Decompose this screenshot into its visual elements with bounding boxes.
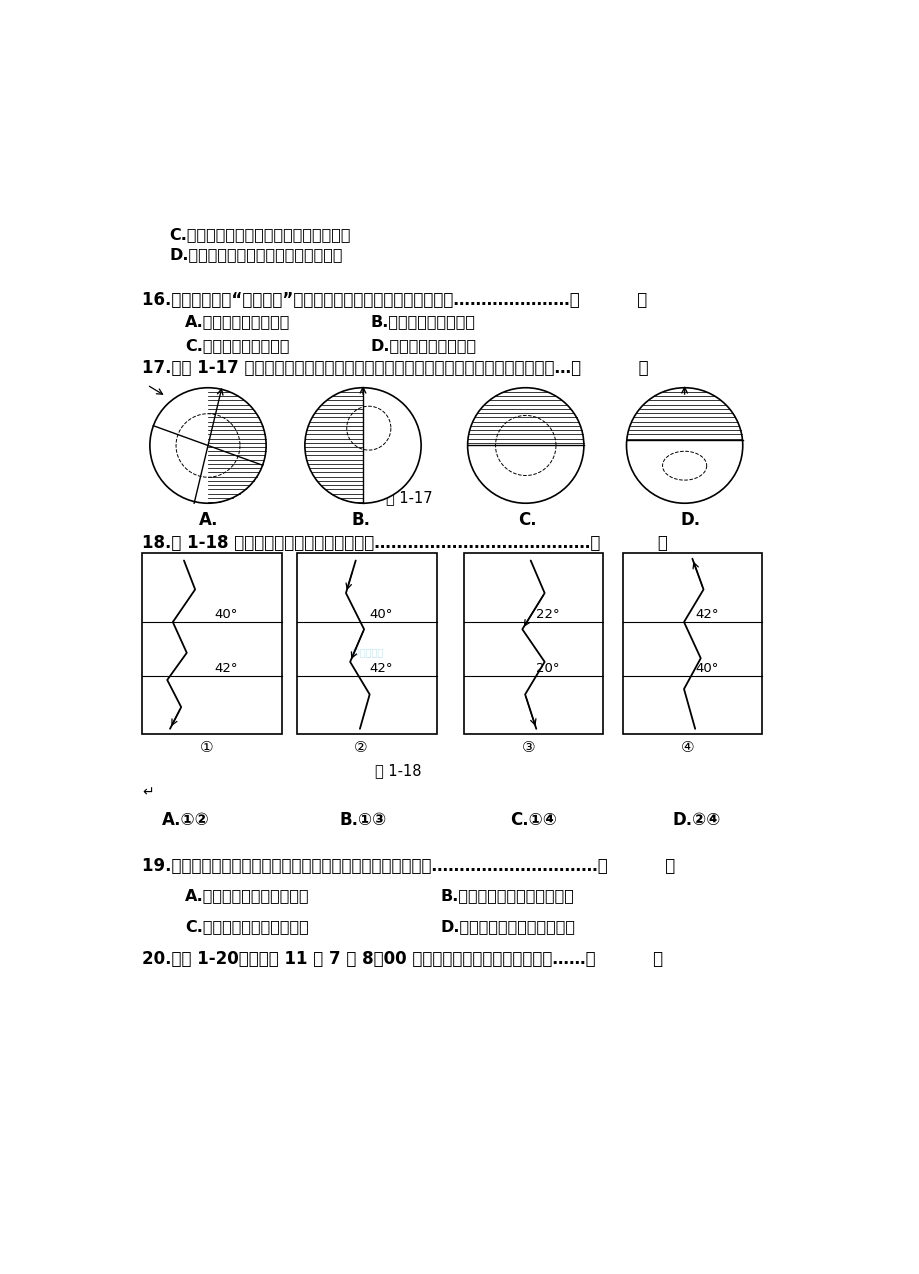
Text: C.①④: C.①④ [510,812,557,829]
Text: 42°: 42° [214,661,238,675]
Text: A.全球各地的气温持续上升: A.全球各地的气温持续上升 [185,888,309,903]
Text: 42°: 42° [695,608,718,620]
Text: C.全球各地的河湖水位上升: C.全球各地的河湖水位上升 [185,919,308,934]
Text: 42°: 42° [369,661,392,675]
Bar [297,553,437,734]
Text: 18.图 1-18 中四条河流中可能发生凌汛的是…………………………………（          ）: 18.图 1-18 中四条河流中可能发生凌汛的是…………………………………（ ） [142,534,667,552]
Text: 17.读图 1-17 光照图（阴影处为黑夜），说出四幅图中，正确表示北半球夏至日的是…（          ）: 17.读图 1-17 光照图（阴影处为黑夜），说出四幅图中，正确表示北半球夏至日… [142,359,648,377]
Text: ↵: ↵ [142,786,153,800]
Text: 22°: 22° [536,608,560,620]
Text: ②: ② [353,740,367,754]
Text: D.我国西部山地冰雪总量减少: D.我国西部山地冰雪总量减少 [440,919,575,934]
Text: A.扩大耕地的后备资源: A.扩大耕地的后备资源 [185,315,289,330]
Bar [622,553,761,734]
Text: ④: ④ [680,740,694,754]
Text: ①: ① [200,740,213,754]
Text: ③: ③ [521,740,535,754]
Text: D.②④: D.②④ [673,812,720,829]
Bar [142,553,281,734]
Circle shape [467,387,584,503]
Text: D.位于亚欧板块与非洲板块的消亡边界: D.位于亚欧板块与非洲板块的消亡边界 [169,247,343,262]
Text: D.扩建城区的理想用地: D.扩建城区的理想用地 [370,338,476,353]
Text: 40°: 40° [695,661,718,675]
Text: B.当地径流的调节系统: B.当地径流的调节系统 [370,315,475,330]
Text: D.: D. [680,511,700,529]
Circle shape [304,387,421,503]
Text: ©正确教育: ©正确教育 [350,647,383,657]
Text: 19.下列关于全球气候变暖及其影响的叙述，符合实际情况的是…………………………（          ）: 19.下列关于全球气候变暖及其影响的叙述，符合实际情况的是…………………………（… [142,857,675,875]
Circle shape [150,387,266,503]
Text: C.: C. [517,511,536,529]
Text: C.位于印度洋板块与亚欧板块的生长边界: C.位于印度洋板块与亚欧板块的生长边界 [169,228,350,242]
Text: B.: B. [351,511,370,529]
Text: 16.湿地，被称为“地球之肾”。下列关于湿地功能和用途正确的是…………………（          ）: 16.湿地，被称为“地球之肾”。下列关于湿地功能和用途正确的是…………………（ … [142,292,647,310]
Text: A.: A. [199,511,218,529]
Bar [463,553,603,734]
Text: B.我国各地的降水量普遍增多: B.我国各地的降水量普遍增多 [440,888,573,903]
Text: 20°: 20° [536,661,559,675]
Text: A.①②: A.①② [162,812,209,829]
Text: 20.读图 1-20，某区域 11 月 7 日 8：00 等压线分布图，判断甲、乙两地……（          ）: 20.读图 1-20，某区域 11 月 7 日 8：00 等压线分布图，判断甲、… [142,950,663,968]
Text: 40°: 40° [369,608,392,620]
Text: 40°: 40° [214,608,238,620]
Text: C.难以利用的淡水资源: C.难以利用的淡水资源 [185,338,289,353]
Text: 图 1-18: 图 1-18 [374,763,421,777]
Text: 图 1-17: 图 1-17 [386,490,433,505]
Circle shape [626,387,742,503]
Text: B.①③: B.①③ [339,812,387,829]
